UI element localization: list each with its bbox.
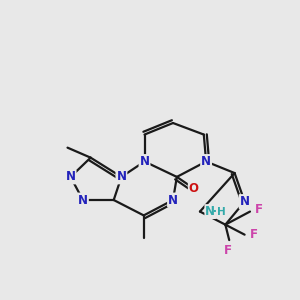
Text: ·H: ·H bbox=[213, 207, 226, 217]
Text: O: O bbox=[189, 182, 199, 195]
Text: F: F bbox=[250, 228, 258, 241]
Text: F: F bbox=[255, 203, 263, 216]
Text: N: N bbox=[78, 194, 88, 206]
Text: N: N bbox=[201, 155, 211, 168]
Text: N: N bbox=[140, 155, 149, 168]
Text: N: N bbox=[205, 205, 215, 218]
Text: N: N bbox=[66, 170, 76, 183]
Text: N: N bbox=[240, 195, 250, 208]
Text: N: N bbox=[116, 170, 126, 183]
Text: F: F bbox=[224, 244, 232, 257]
Text: N: N bbox=[168, 194, 178, 206]
